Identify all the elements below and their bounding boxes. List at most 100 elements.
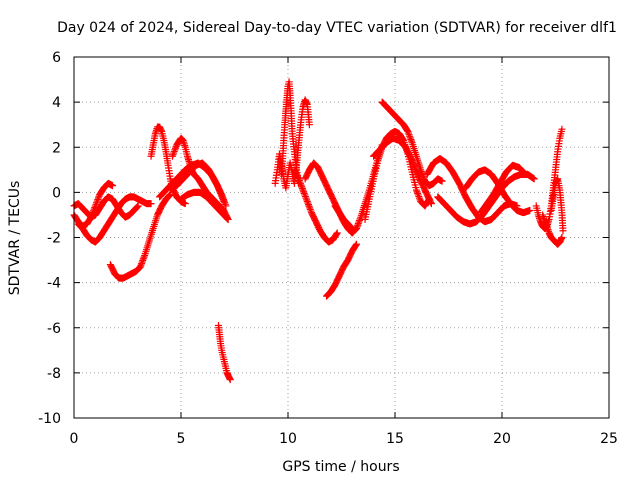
data-point: [305, 121, 313, 129]
data-point: [109, 182, 117, 190]
y-tick-label: -8: [47, 366, 61, 382]
series-seg-c: [214, 321, 234, 384]
data-point-interp: [295, 176, 303, 184]
x-tick-label: 20: [493, 431, 511, 447]
data-point-interp: [140, 253, 148, 261]
data-point: [87, 213, 95, 221]
x-tick-label: 0: [70, 431, 79, 447]
data-point-interp: [406, 132, 414, 140]
data-point-interp: [306, 205, 314, 213]
data-point: [181, 200, 189, 208]
data-point: [168, 152, 176, 160]
data-point-interp: [302, 194, 310, 202]
data-point-interp: [223, 214, 231, 222]
data-point-interp: [298, 183, 306, 191]
data-point-interp: [298, 185, 306, 193]
data-point-interp: [297, 181, 305, 189]
data-point: [333, 229, 341, 237]
data-point-interp: [356, 216, 364, 224]
data-point: [427, 200, 435, 208]
series-seg-b4: [166, 159, 230, 210]
chart-title: Day 024 of 2024, Sidereal Day-to-day VTE…: [57, 20, 617, 36]
series-seg-a4: [106, 191, 174, 282]
data-point-interp: [415, 194, 423, 202]
series-seg-f4: [477, 161, 530, 217]
y-tick-label: 4: [52, 95, 61, 111]
data-point-interp: [414, 189, 422, 197]
data-point-interp: [333, 230, 341, 238]
series-seg-d5: [323, 240, 360, 300]
data-point-interp: [354, 220, 362, 228]
data-point: [222, 202, 230, 210]
data-point-interp: [301, 191, 309, 199]
data-point-interp: [137, 261, 145, 269]
data-point-interp: [138, 260, 146, 268]
data-point-interp: [171, 146, 179, 154]
y-tick-label: 6: [52, 50, 61, 66]
y-tick-label: 0: [52, 185, 61, 201]
data-point-interp: [355, 218, 363, 226]
data-point-interp: [305, 202, 313, 210]
data-point-interp: [92, 200, 100, 208]
data-point-interp: [221, 199, 229, 207]
series-seg-d2: [271, 96, 313, 192]
data-point-interp: [405, 131, 413, 139]
data-point: [412, 186, 420, 194]
data-point: [352, 240, 360, 248]
data-point: [522, 170, 530, 178]
series-seg-d1: [278, 78, 303, 187]
data-point: [558, 125, 566, 133]
data-point: [559, 227, 567, 235]
data-point: [299, 186, 307, 194]
data-point: [147, 200, 155, 208]
data-point: [438, 177, 446, 185]
y-axis-label: SDTVAR / TECUs: [7, 181, 23, 296]
data-point-interp: [218, 192, 226, 200]
data-point-interp: [415, 193, 423, 201]
data-point-interp: [303, 196, 311, 204]
data-point: [530, 175, 538, 183]
y-tick-label: -4: [47, 276, 61, 292]
data-point: [295, 175, 303, 183]
data-point: [136, 263, 144, 271]
data-point-interp: [88, 210, 96, 218]
data-point-interp: [304, 199, 312, 207]
data-point-interp: [171, 144, 179, 152]
data-point: [218, 191, 226, 199]
data-point-interp: [94, 195, 102, 203]
y-tick-label: 2: [52, 140, 61, 156]
data-point-interp: [90, 207, 98, 215]
data-point-interp: [221, 200, 229, 208]
data-point: [303, 197, 311, 205]
series-seg-e3: [370, 134, 435, 208]
data-point-interp: [89, 208, 97, 216]
data-point-interp: [404, 129, 412, 137]
data-point: [558, 234, 566, 241]
data-point-interp: [94, 194, 102, 202]
data-point-interp: [219, 195, 227, 203]
data-point: [526, 206, 534, 214]
data-point-interp: [406, 134, 414, 142]
x-tick-label: 25: [600, 431, 618, 447]
data-point-interp: [297, 180, 305, 188]
x-axis-label: GPS time / hours: [282, 459, 399, 475]
data-point-interp: [223, 215, 231, 223]
data-point-interp: [304, 201, 312, 209]
data-point-interp: [219, 194, 227, 202]
data-point-interp: [166, 191, 174, 199]
data-point-interp: [407, 136, 415, 144]
data-point-interp: [134, 203, 142, 211]
series-seg-b5: [177, 188, 232, 223]
data-point-interp: [93, 199, 101, 207]
data-point-interp: [169, 151, 177, 159]
data-point-interp: [300, 188, 308, 196]
x-tick-label: 10: [279, 431, 297, 447]
data-point-interp: [356, 215, 364, 223]
series-seg-g2: [539, 211, 566, 248]
series-seg-d3: [290, 166, 341, 246]
data-point: [91, 202, 99, 210]
y-tick-label: -2: [47, 231, 61, 247]
data-point-interp: [133, 203, 141, 211]
data-point-interp: [139, 255, 147, 263]
